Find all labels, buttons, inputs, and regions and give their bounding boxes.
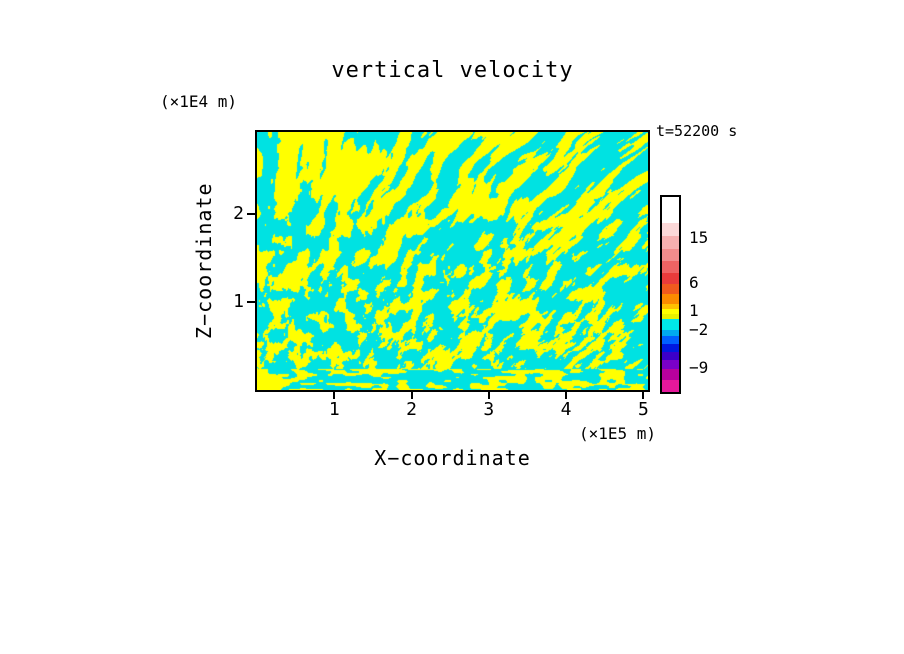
colorbar-segment [662,197,679,223]
x-tick-mark [333,392,336,399]
colorbar-tick-label: 6 [689,273,699,292]
colorbar-segment [662,284,679,294]
colorbar-segment [662,309,679,314]
colorbar-tick-label: −2 [689,320,709,339]
y-tick-mark [247,213,255,216]
x-tick-label: 1 [328,399,340,420]
colorbar-segment [662,380,679,392]
x-tick-label: 3 [483,399,495,420]
x-tick-label: 2 [406,399,417,420]
x-tick-mark [642,392,645,399]
y-tick-mark [247,301,255,304]
y-axis-units-label: (×1E4 m) [160,92,238,111]
colorbar-tick-label: 1 [689,301,699,320]
colorbar-segment [662,330,679,336]
x-axis-title: X−coordinate [374,446,531,470]
colorbar [660,195,681,394]
x-tick-mark [410,392,413,399]
colorbar-segment [662,369,679,380]
colorbar-segment [662,223,679,236]
colorbar-segment [662,336,679,344]
colorbar-tick-label: 15 [689,228,709,247]
plot-area [255,130,650,392]
x-tick-mark [565,392,568,399]
y-tick-label: 2 [233,203,244,225]
x-tick-mark [487,392,490,399]
colorbar-segment [662,261,679,273]
colorbar-segment [662,319,679,330]
colorbar-segment [662,360,679,369]
x-tick-label: 5 [637,399,649,420]
colorbar-segment [662,352,679,360]
heatmap-canvas [257,132,648,390]
colorbar-segment [662,249,679,261]
colorbar-tick-label: −9 [689,358,709,377]
x-tick-label: 4 [560,399,572,420]
colorbar-segment [662,236,679,249]
colorbar-segment [662,273,679,284]
colorbar-segment [662,314,679,319]
colorbar-segment [662,304,679,309]
colorbar-segment [662,294,679,304]
chart-title: vertical velocity [331,58,574,83]
y-tick-label: 1 [233,291,244,313]
colorbar-segment [662,344,679,352]
x-axis-units-label: (×1E5 m) [578,424,656,443]
time-annotation: t=52200 s [656,122,738,140]
y-axis-title: Z−coordinate [192,182,216,340]
